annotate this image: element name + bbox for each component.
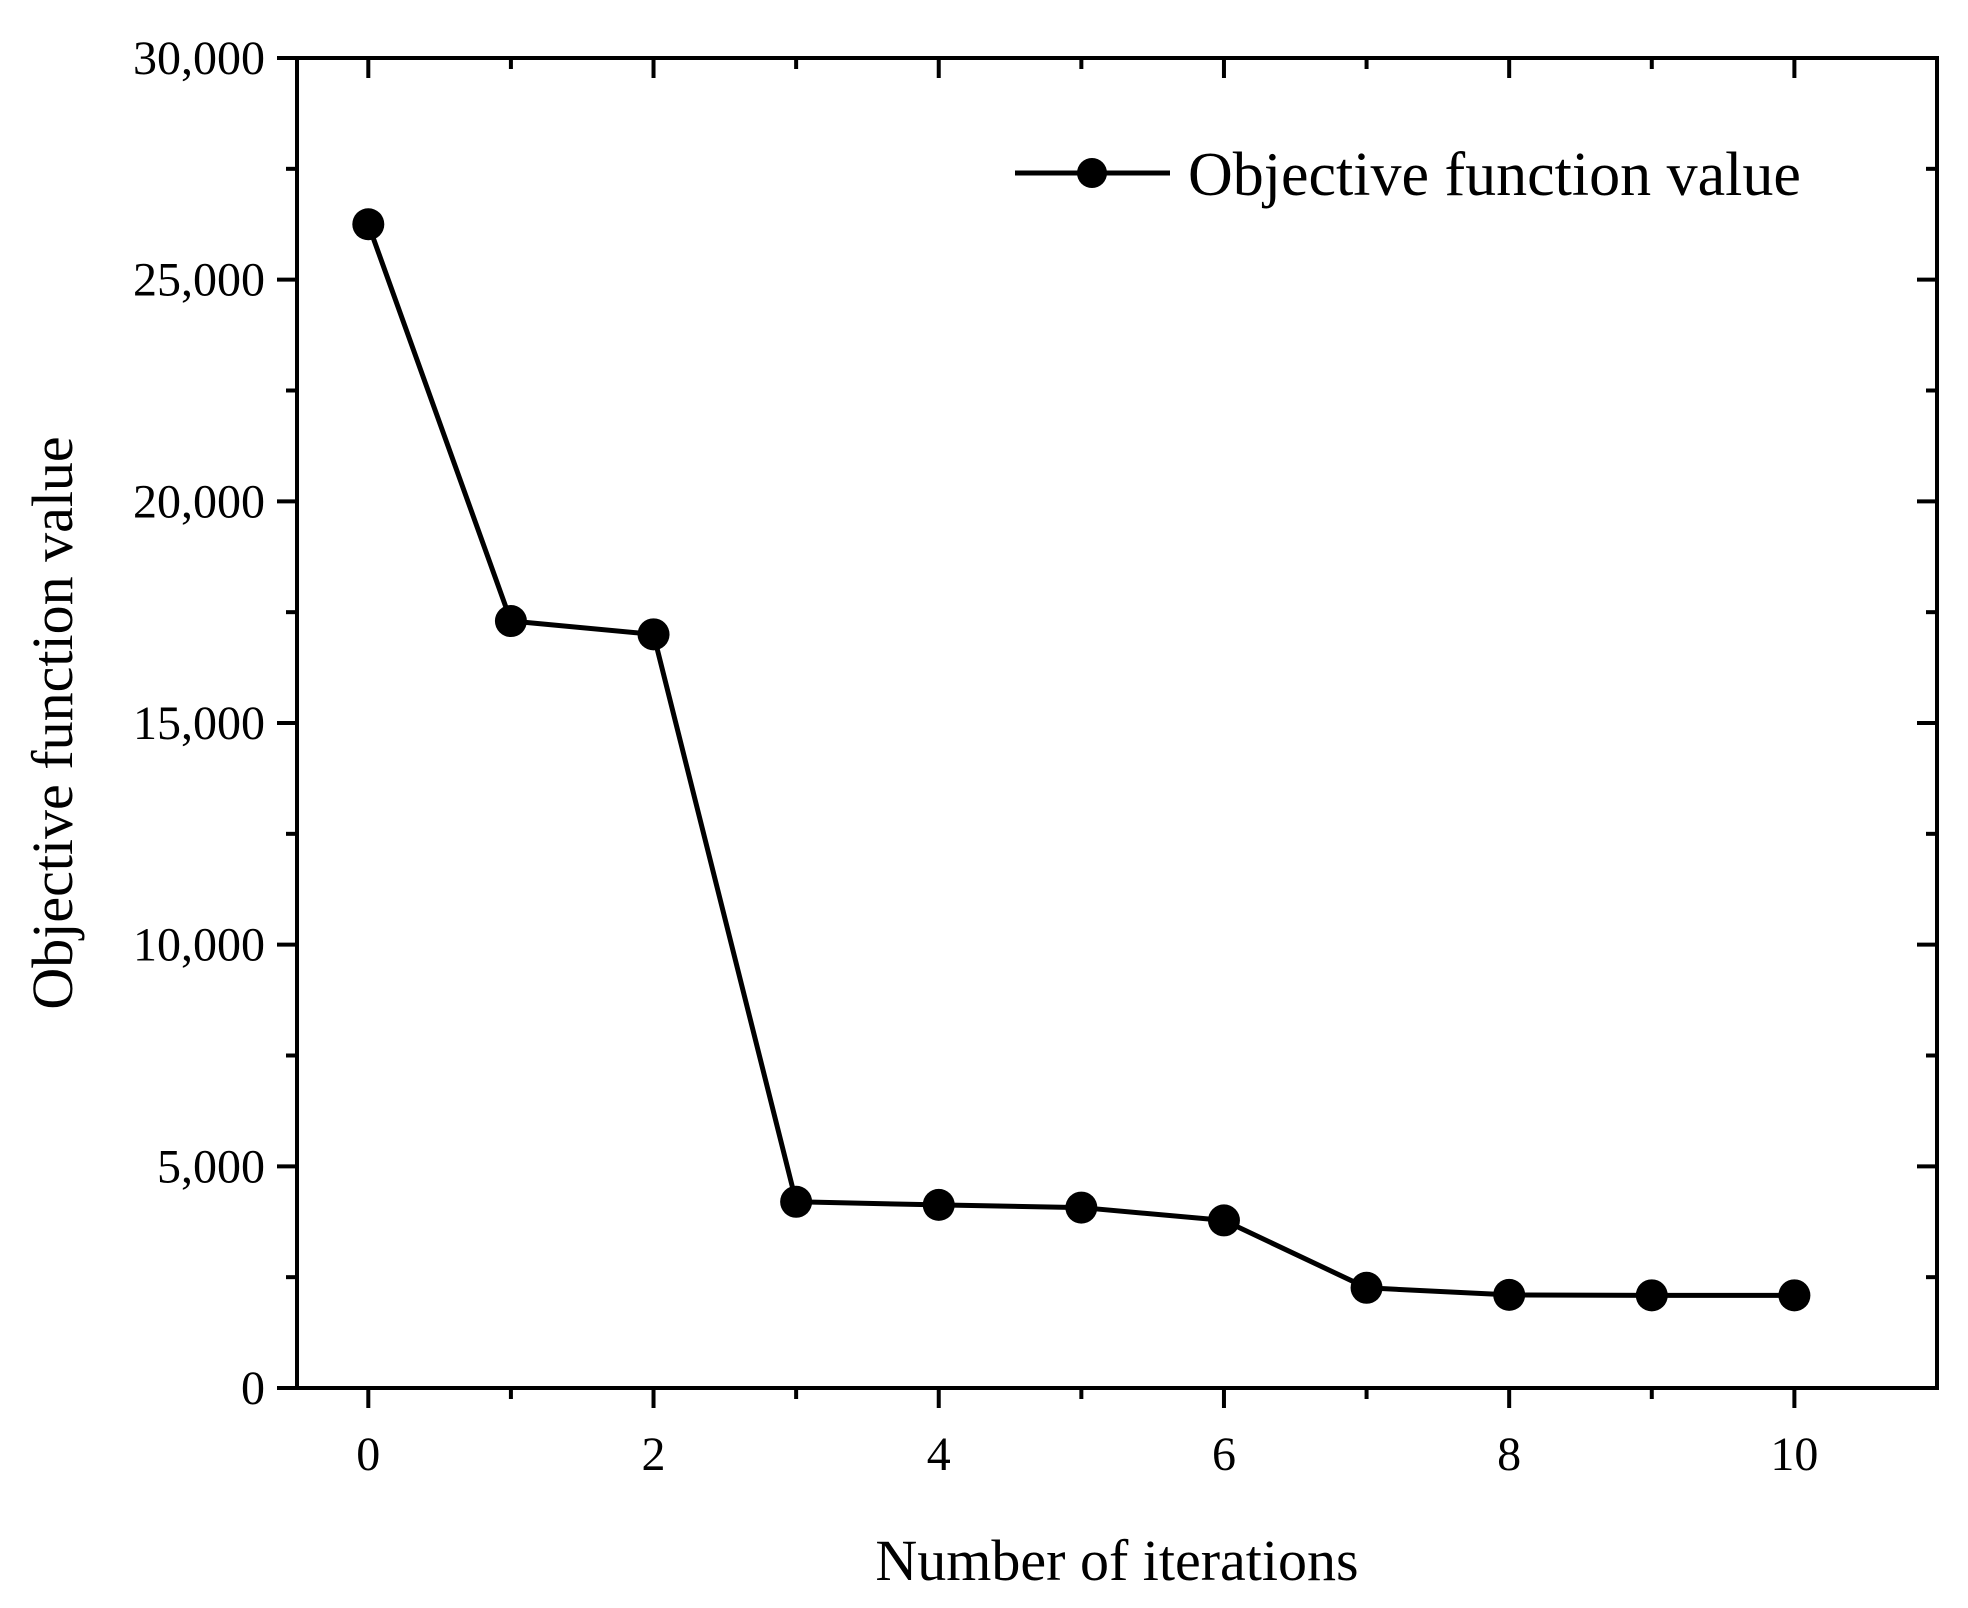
y-tick-label: 0: [241, 1362, 265, 1415]
plot-frame: [295, 56, 1939, 1390]
data-point: [1635, 1279, 1668, 1312]
data-point: [637, 618, 670, 651]
series-points: [352, 208, 1811, 1312]
data-point: [1493, 1278, 1526, 1311]
x-tick-label: 8: [1497, 1428, 1521, 1481]
y-tick-label: 10,000: [133, 919, 265, 972]
y-tick-label: 5,000: [157, 1140, 265, 1193]
y-tick-label: 15,000: [133, 697, 265, 750]
y-tick-label: 25,000: [133, 254, 265, 307]
x-tick-label: 6: [1212, 1428, 1236, 1481]
x-tick-label: 4: [927, 1428, 951, 1481]
legend-marker: [1077, 158, 1107, 188]
data-point: [780, 1185, 813, 1218]
x-tick-labels: 0 2 4 6 8 10: [356, 1428, 1818, 1481]
x-tick-label: 0: [356, 1428, 380, 1481]
data-point: [352, 208, 385, 241]
data-point: [1207, 1204, 1240, 1237]
data-point: [1065, 1191, 1098, 1224]
legend-label: Objective function value: [1188, 141, 1801, 209]
x-tick-label: 10: [1770, 1428, 1818, 1481]
x-tick-label: 2: [642, 1428, 666, 1481]
y-tick-label: 30,000: [133, 32, 265, 85]
data-point: [1778, 1279, 1811, 1312]
y-tick-label: 20,000: [133, 475, 265, 528]
y-axis-title: Objective function value: [20, 436, 85, 1009]
y-tick-labels: 0 5,000 10,000 15,000 20,000 25,000 30,000: [133, 32, 265, 1415]
data-point: [1350, 1271, 1383, 1304]
x-axis-title: Number of iterations: [875, 1528, 1358, 1593]
data-point: [494, 605, 527, 638]
legend: Objective function value: [1015, 141, 1801, 209]
data-point: [922, 1188, 955, 1221]
